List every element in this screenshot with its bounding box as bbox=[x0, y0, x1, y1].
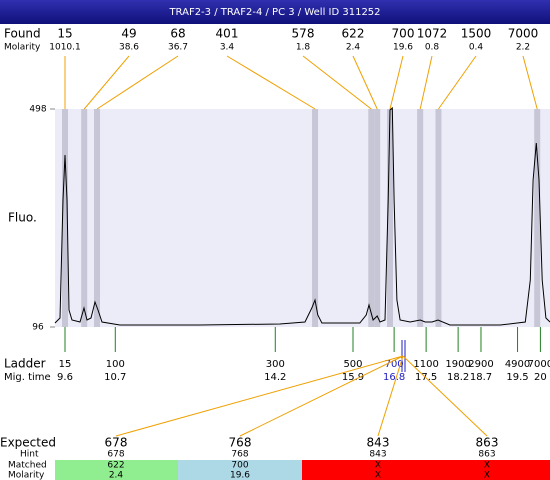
matched-molarity: 19.6 bbox=[230, 471, 250, 480]
ladder-size: 700 bbox=[385, 359, 404, 370]
ladder-time-label: Mig. time bbox=[4, 372, 51, 383]
expected-connector bbox=[115, 355, 404, 437]
molarity-label: Molarity bbox=[8, 471, 45, 480]
matched: 700 bbox=[231, 461, 248, 471]
found-size: 578 bbox=[292, 27, 315, 41]
ladder-size: 15 bbox=[59, 359, 72, 370]
trace bbox=[54, 106, 550, 326]
title: TRAF2-3 / TRAF2-4 / PC 3 / Well ID 31125… bbox=[168, 7, 380, 18]
found-size: 1072 bbox=[417, 27, 448, 41]
hint: 678 bbox=[107, 450, 124, 460]
ladder-time: 18.7 bbox=[470, 372, 492, 383]
peak-band bbox=[374, 109, 381, 327]
found-molarity: 0.4 bbox=[469, 43, 484, 53]
expected-size: 768 bbox=[229, 436, 252, 450]
found-molarity: 1.8 bbox=[296, 43, 311, 53]
ladder-size: 100 bbox=[106, 359, 125, 370]
found-molarity: 36.7 bbox=[168, 43, 188, 53]
found-molarity: 3.4 bbox=[220, 43, 235, 53]
ladder-size: 2900 bbox=[468, 359, 493, 370]
found-size: 1500 bbox=[461, 27, 492, 41]
ladder-time: 18.2 bbox=[447, 372, 469, 383]
expected-connector bbox=[239, 355, 404, 437]
matched: 622 bbox=[107, 461, 124, 471]
found-size: 622 bbox=[342, 27, 365, 41]
found-size: 15 bbox=[57, 27, 72, 41]
hint: 863 bbox=[478, 450, 495, 460]
peak-connector bbox=[83, 55, 130, 110]
peak-connector bbox=[352, 55, 378, 110]
peak-connector bbox=[96, 55, 179, 110]
peak-band bbox=[62, 109, 69, 327]
title-bar bbox=[0, 0, 550, 24]
ladder-size: 4900 bbox=[505, 359, 530, 370]
expected-connector bbox=[377, 355, 404, 437]
hint: 768 bbox=[231, 450, 248, 460]
peak-connector bbox=[389, 55, 404, 110]
matched-molarity: X bbox=[375, 471, 381, 480]
peak-band bbox=[387, 109, 394, 327]
peak-band bbox=[435, 109, 442, 327]
peak-band bbox=[368, 109, 375, 327]
found-molarity: 2.2 bbox=[516, 43, 530, 53]
matched-cell bbox=[178, 460, 302, 480]
matched-label: Matched bbox=[8, 461, 47, 471]
found-molarity: 2.4 bbox=[346, 43, 361, 53]
ladder-time: 16.8 bbox=[383, 372, 405, 383]
plot-area bbox=[55, 109, 550, 327]
ladder-label: Ladder bbox=[4, 357, 46, 371]
peak-band bbox=[94, 109, 101, 327]
ladder-size: 1900 bbox=[445, 359, 470, 370]
peak-band bbox=[312, 109, 319, 327]
found-size: 49 bbox=[121, 27, 136, 41]
peak-band bbox=[81, 109, 88, 327]
y-tick-label: 498 bbox=[29, 105, 46, 115]
matched-cell bbox=[55, 460, 178, 480]
found-molarity: 38.6 bbox=[119, 43, 139, 53]
found-size: 7000 bbox=[508, 27, 539, 41]
found-label: Found bbox=[4, 27, 41, 41]
peak-connector bbox=[419, 55, 433, 110]
ladder-time: 14.2 bbox=[264, 372, 286, 383]
expected-label: Expected bbox=[0, 436, 56, 450]
ladder-size: 1100 bbox=[413, 359, 438, 370]
found-molarity-label: Molarity bbox=[4, 43, 41, 53]
found-size: 700 bbox=[392, 27, 415, 41]
expected-size: 678 bbox=[105, 436, 128, 450]
found-molarity: 19.6 bbox=[393, 43, 413, 53]
ladder-time: 15.9 bbox=[342, 372, 364, 383]
y-tick-label: 96 bbox=[32, 323, 44, 333]
matched-molarity: 2.4 bbox=[109, 471, 124, 480]
matched-molarity: X bbox=[484, 471, 490, 480]
ladder-size: 500 bbox=[343, 359, 362, 370]
matched: X bbox=[484, 461, 490, 471]
found-molarity: 1010.1 bbox=[49, 43, 81, 53]
ladder-time: 10.7 bbox=[104, 372, 126, 383]
ladder-size: 300 bbox=[266, 359, 285, 370]
ladder-time: 19.5 bbox=[506, 372, 528, 383]
y-label: Fluo. bbox=[8, 211, 37, 225]
peak-connector bbox=[226, 55, 316, 110]
found-size: 68 bbox=[170, 27, 185, 41]
ladder-size: 7000 bbox=[528, 359, 550, 370]
ladder-time: 20 bbox=[534, 372, 547, 383]
peak-connector bbox=[522, 55, 538, 110]
hint: 843 bbox=[369, 450, 386, 460]
peak-band bbox=[417, 109, 424, 327]
matched: X bbox=[375, 461, 381, 471]
found-size: 401 bbox=[216, 27, 239, 41]
peak-connector bbox=[302, 55, 372, 110]
unmatched-cell bbox=[302, 460, 550, 480]
expected-size: 863 bbox=[476, 436, 499, 450]
expected-size: 843 bbox=[367, 436, 390, 450]
hint-label: Hint bbox=[20, 450, 39, 460]
found-molarity: 0.8 bbox=[425, 43, 440, 53]
peak-connector bbox=[438, 55, 477, 110]
expected-connector bbox=[402, 355, 488, 437]
ladder-time: 9.6 bbox=[57, 372, 73, 383]
peak-band bbox=[534, 109, 541, 327]
